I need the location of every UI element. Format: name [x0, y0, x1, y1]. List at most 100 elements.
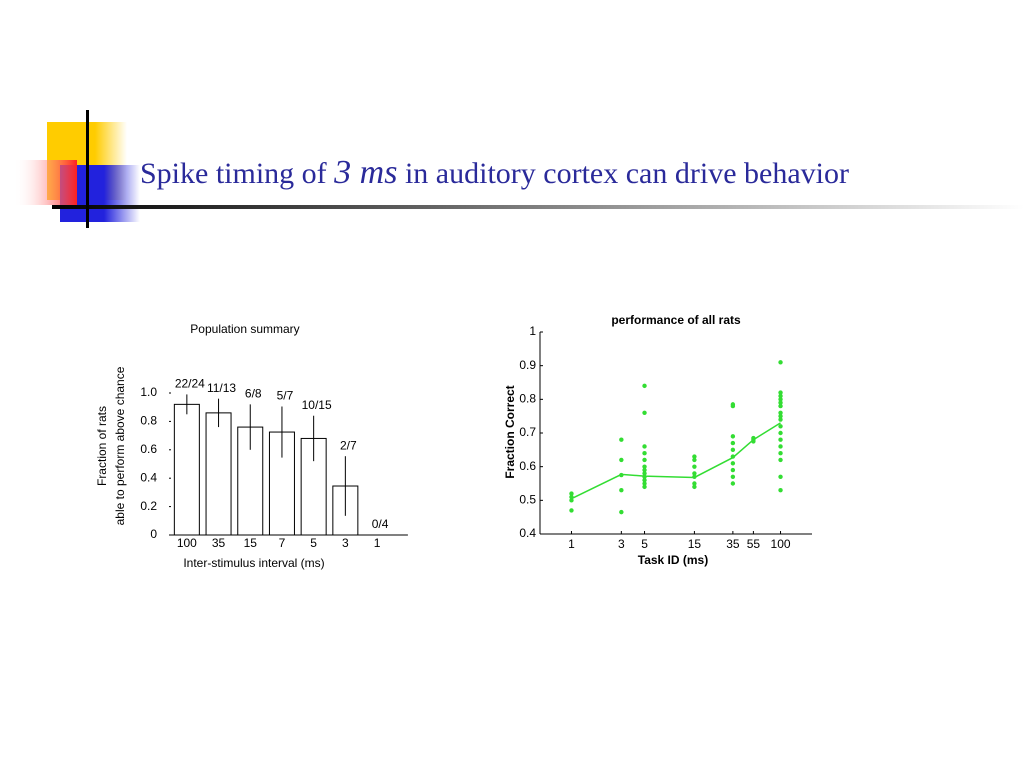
title-rule: [52, 205, 1024, 209]
y-tick-label: 0.4: [519, 526, 536, 540]
y-tick-label: 0.9: [519, 358, 536, 372]
data-point: [619, 457, 624, 463]
deco-vline: [86, 110, 89, 228]
data-point: [692, 454, 697, 459]
x-tick-label: 3: [342, 536, 349, 550]
data-point: [778, 488, 783, 493]
data-point: [778, 390, 783, 395]
data-point: [778, 424, 783, 429]
bar-annotation: 5/7: [277, 389, 294, 403]
data-point: [730, 467, 736, 473]
data-point: [778, 413, 783, 419]
data-point: [642, 444, 647, 449]
data-point: [778, 360, 783, 365]
data-point: [569, 498, 574, 503]
x-tick-label: 35: [726, 537, 740, 551]
trend-line: [571, 422, 781, 500]
data-point: [619, 509, 624, 515]
x-tick-label: 1: [568, 537, 575, 551]
bar-annotation: 0/4: [372, 517, 389, 531]
data-point: [730, 434, 736, 439]
y-axis-label: Fraction of rats: [95, 406, 109, 486]
y-tick-label: 0.6: [140, 442, 157, 456]
x-tick-label: 100: [771, 537, 791, 551]
bar-annotation: 11/13: [207, 381, 236, 395]
x-tick-label: 3: [618, 537, 625, 551]
data-point: [778, 430, 783, 436]
chart-title: Population summary: [190, 322, 299, 336]
x-tick-label: 55: [747, 537, 761, 551]
title-emphasis: 3 ms: [333, 154, 397, 191]
data-point: [778, 437, 783, 442]
x-axis-label: Inter-stimulus interval (ms): [183, 556, 324, 570]
x-axis-label: Task ID (ms): [638, 553, 708, 567]
data-point: [692, 464, 697, 469]
data-point: [730, 461, 736, 466]
x-tick-label: 5: [310, 536, 317, 550]
y-tick-label: 0.2: [140, 499, 157, 513]
y-tick-label: 0.7: [519, 425, 536, 439]
data-point: [619, 437, 624, 442]
data-point: [778, 451, 783, 456]
data-point: [642, 477, 647, 483]
bar-annotation: 10/15: [302, 398, 332, 412]
x-tick-label: 1: [374, 536, 381, 550]
x-tick-label: 15: [244, 536, 258, 550]
y-axis-label: able to perform above chance: [113, 366, 127, 525]
y-tick-label: 0: [150, 527, 157, 541]
data-point: [642, 484, 647, 490]
bar-annotation: 6/8: [245, 387, 262, 401]
data-point: [692, 484, 697, 490]
y-tick-label: 0.4: [140, 470, 157, 484]
y-tick-label: 0.8: [140, 414, 157, 428]
x-tick-label: 15: [688, 537, 702, 551]
title-part: in auditory cortex can drive behavior: [405, 157, 849, 190]
y-tick-label: 0.5: [519, 493, 536, 507]
data-point: [778, 397, 783, 402]
data-point: [692, 457, 697, 463]
data-point: [730, 447, 736, 453]
title-part: Spike timing of: [140, 157, 327, 190]
y-tick-label: 1.0: [140, 385, 157, 399]
data-point: [569, 508, 574, 513]
data-point: [569, 491, 574, 496]
slide-title: Spike timing of 3 ms in auditory cortex …: [140, 154, 849, 191]
chart-title: performance of all rats: [611, 313, 741, 327]
data-point: [778, 457, 783, 463]
data-point: [778, 400, 783, 405]
data-point: [778, 474, 783, 479]
data-point: [778, 417, 783, 422]
bar-annotation: 2/7: [340, 438, 357, 452]
data-point: [730, 474, 736, 479]
data-point: [642, 481, 647, 486]
data-point: [619, 488, 624, 493]
bar: [205, 412, 232, 536]
y-tick-label: 1: [529, 324, 536, 338]
data-point: [778, 444, 783, 449]
y-axis-label: Fraction Correct: [503, 385, 517, 478]
data-point: [642, 383, 647, 389]
data-point: [692, 481, 697, 486]
x-tick-label: 5: [641, 537, 648, 551]
data-point: [730, 481, 736, 486]
data-point: [692, 471, 697, 476]
data-point: [642, 467, 647, 473]
y-tick-label: 0.6: [519, 459, 536, 473]
data-point: [642, 451, 647, 456]
data-point: [642, 471, 647, 476]
deco-red: [14, 160, 77, 205]
y-tick-label: 0.8: [519, 392, 536, 406]
data-point: [730, 403, 736, 409]
x-tick-label: 100: [177, 536, 197, 550]
bar: [173, 403, 200, 536]
data-point: [642, 464, 647, 469]
data-point: [778, 403, 783, 409]
data-point: [730, 440, 736, 446]
bar-annotation: 22/24: [175, 377, 205, 391]
data-point: [642, 410, 647, 415]
data-point: [778, 410, 783, 415]
x-tick-label: 35: [212, 536, 226, 550]
x-tick-label: 7: [279, 536, 286, 550]
data-point: [642, 457, 647, 463]
